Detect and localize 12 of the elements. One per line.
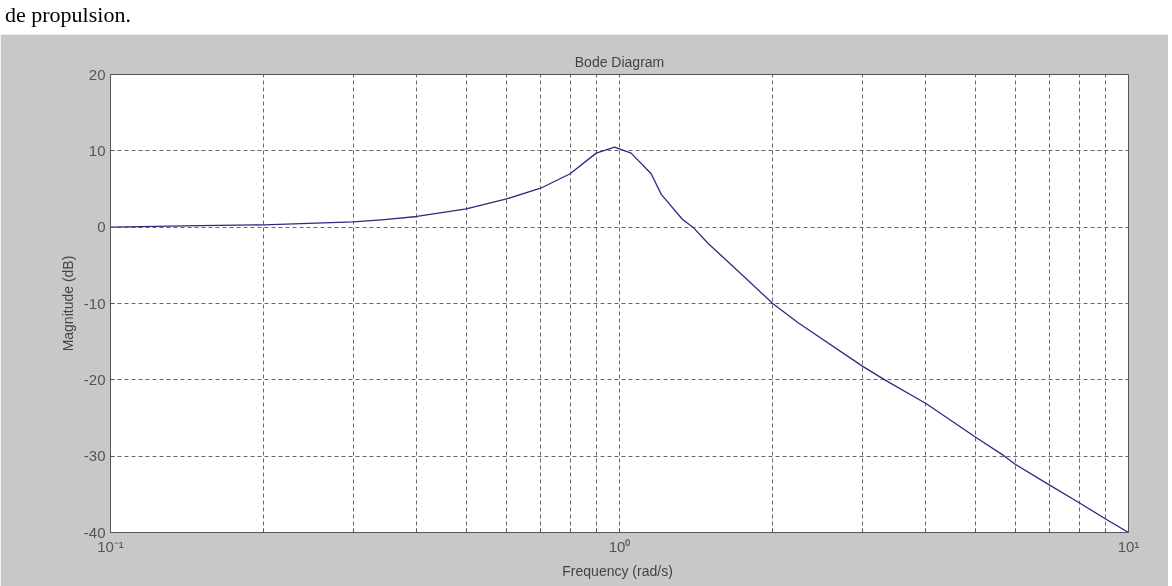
x-tick-label: 10⁰ [608, 537, 631, 555]
y-tick-label: 20 [88, 65, 106, 83]
y-tick-label: -10 [83, 294, 106, 312]
y-tick-label: 10 [88, 141, 106, 159]
y-tick-label: -30 [83, 447, 106, 465]
y-tick-label: 0 [97, 218, 106, 236]
chart-title: Bode Diagram [574, 53, 665, 70]
y-tick-label: -20 [83, 370, 106, 388]
text: de propulsion. [5, 2, 131, 27]
x-tick-label: 10¹ [1117, 537, 1140, 555]
y-axis-title: Magnitude (dB) [59, 255, 76, 352]
x-axis-title: Frequency (rad/s) [562, 562, 673, 579]
